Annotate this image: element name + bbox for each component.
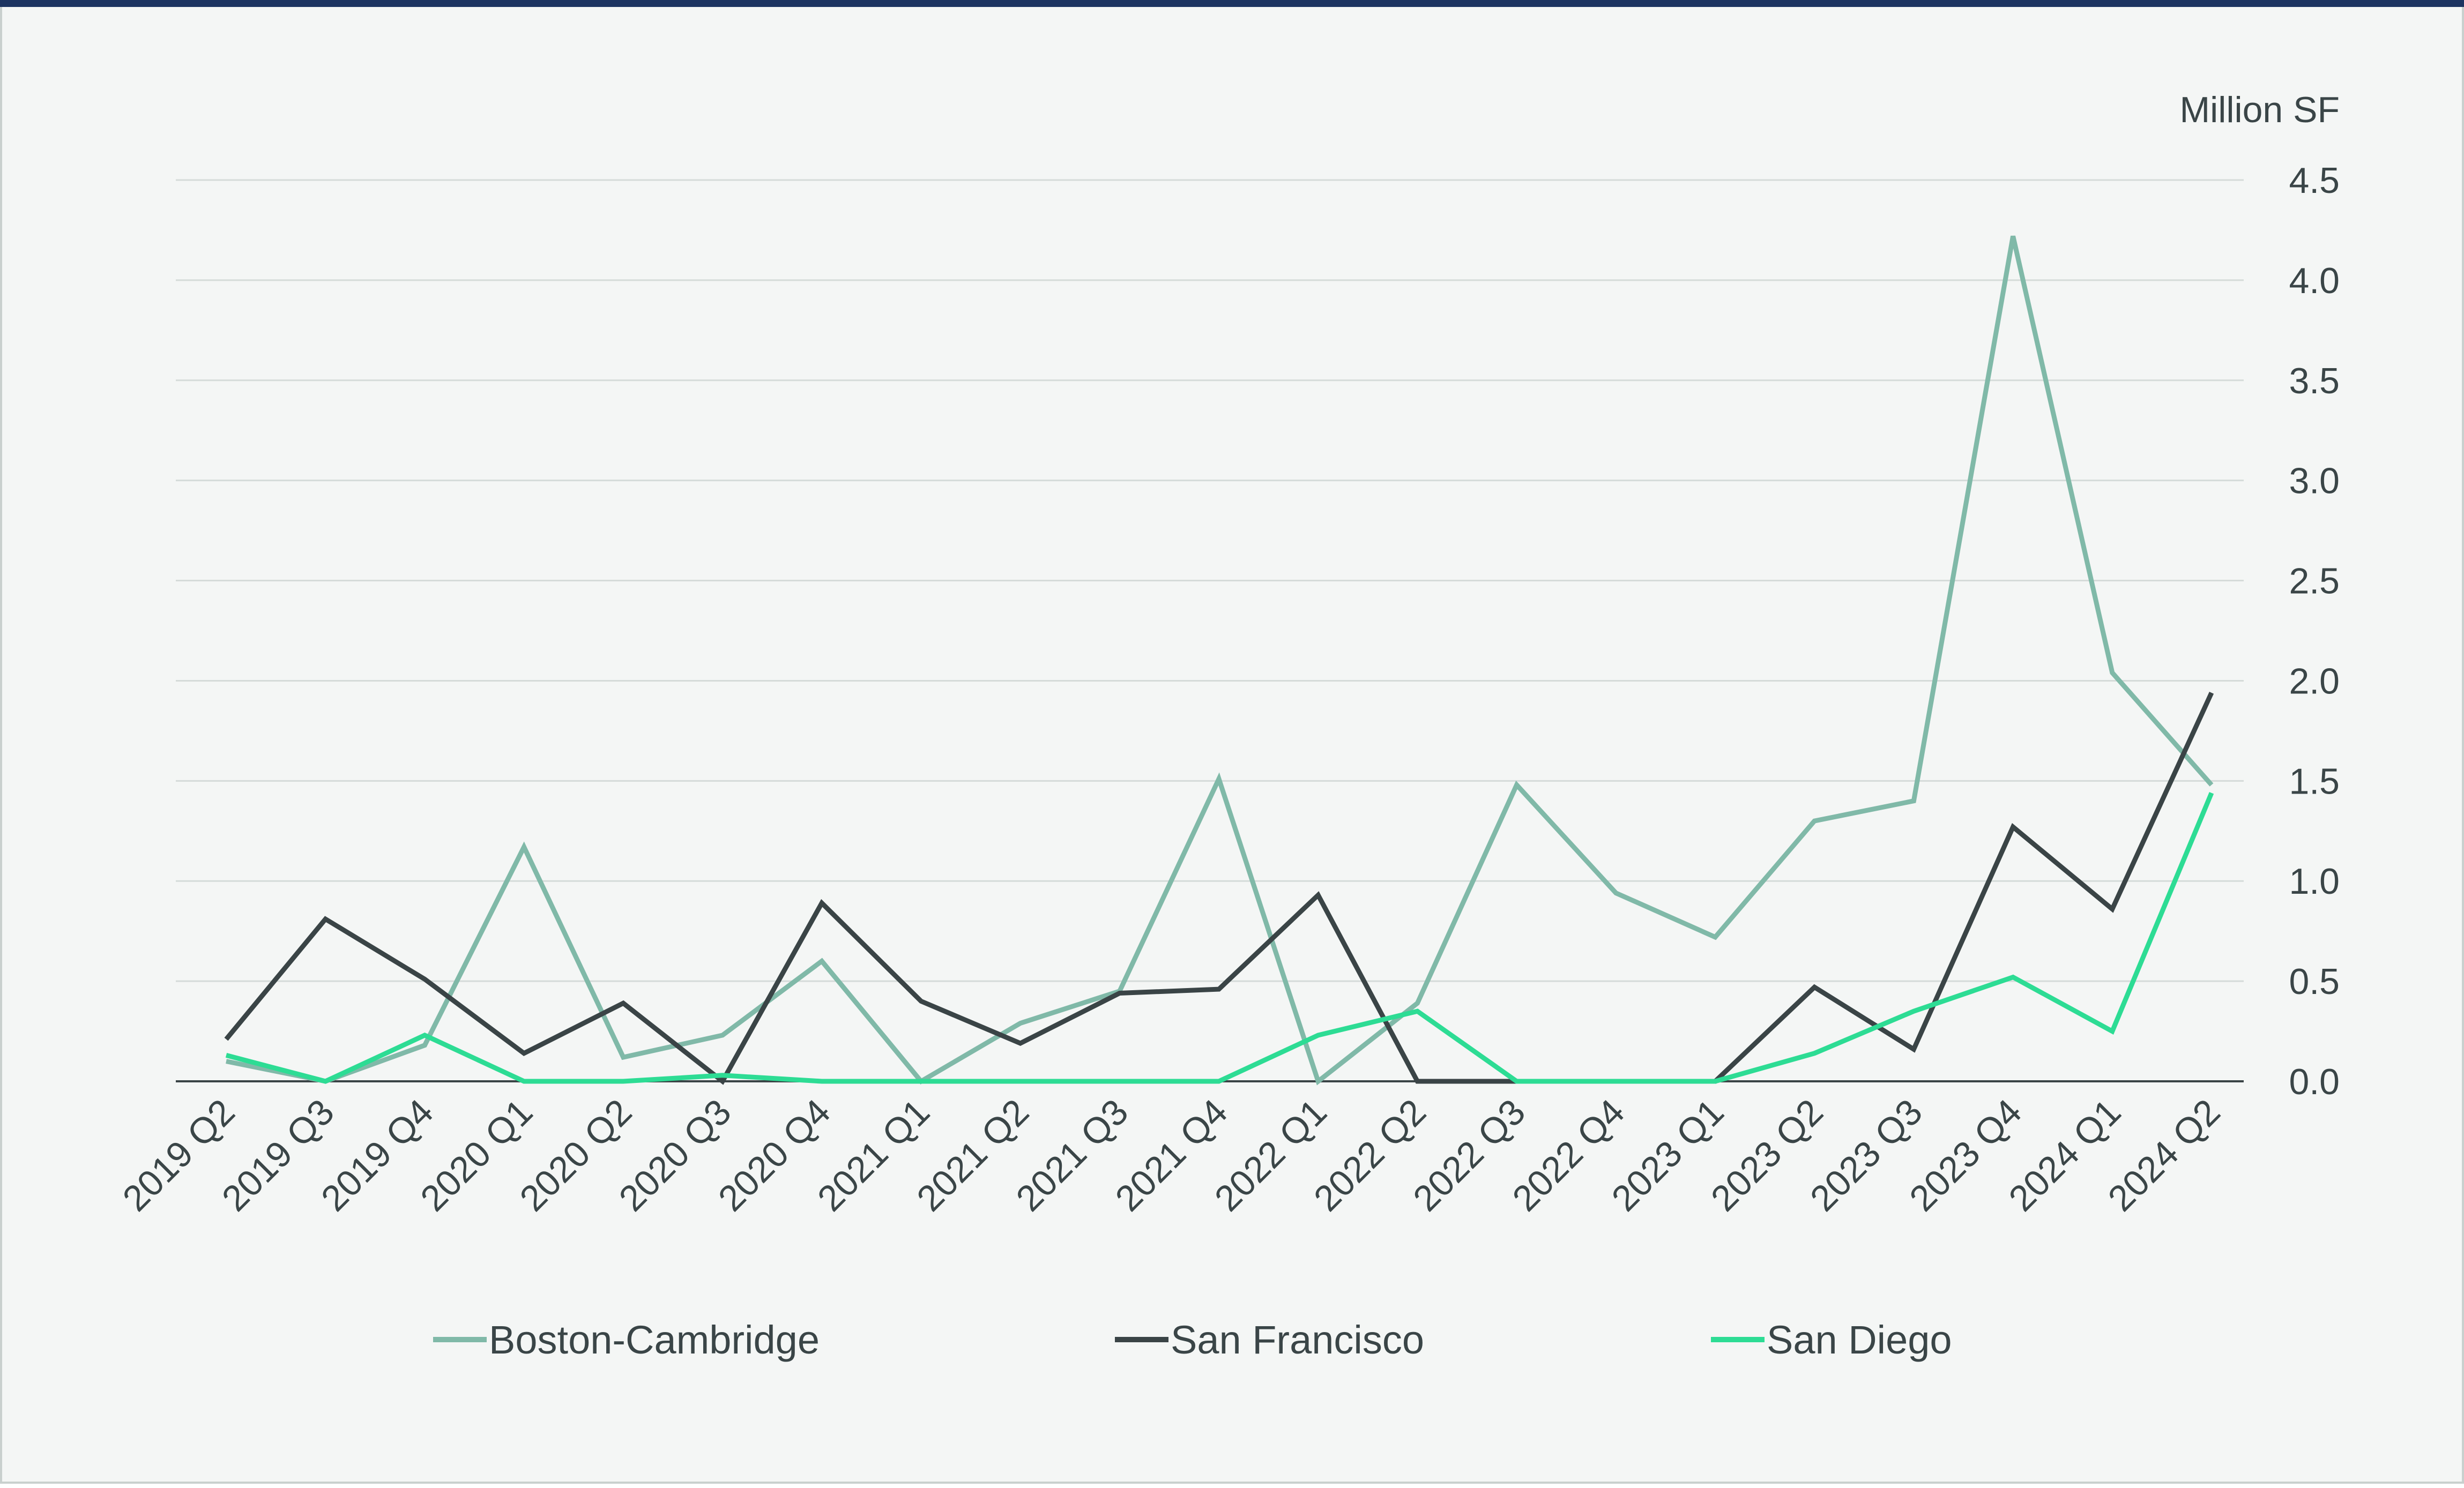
- y-tick-label: 2.5: [2289, 561, 2340, 602]
- legend-label-boston-cambridge: Boston-Cambridge: [489, 1318, 820, 1362]
- y-tick-label: 1.0: [2289, 861, 2340, 902]
- legend-label-san-diego: San Diego: [1767, 1318, 1952, 1362]
- x-tick-label: 2024 Q2: [2100, 1091, 2228, 1219]
- y-tick-label: 2.0: [2289, 661, 2340, 701]
- top-accent-bar: [0, 0, 2464, 7]
- series-lines: [224, 235, 2214, 1086]
- y-tick-label: 0.0: [2289, 1061, 2340, 1102]
- y-tick-label: 3.0: [2289, 461, 2340, 502]
- gridlines: [176, 179, 2244, 1082]
- y-tick-label: 0.5: [2289, 961, 2340, 1002]
- y-axis-unit-label: Million SF: [2180, 89, 2340, 130]
- series-line-san-francisco: [224, 692, 2214, 1085]
- legend-label-san-francisco: San Francisco: [1171, 1318, 1424, 1362]
- legend: Boston-Cambridge San Francisco San Diego: [433, 1318, 1952, 1362]
- y-axis-ticks: 0.0 0.5 1.0 1.5 2.0 2.5 3.0 3.5 4.0 4.5: [2289, 160, 2340, 1102]
- y-tick-label: 3.5: [2289, 361, 2340, 401]
- y-tick-label: 4.0: [2289, 260, 2340, 301]
- y-tick-label: 4.5: [2289, 160, 2340, 201]
- series-line-san-diego: [225, 792, 2214, 1084]
- y-tick-label: 1.5: [2289, 761, 2340, 802]
- series-line-boston-cambridge: [226, 235, 2214, 1086]
